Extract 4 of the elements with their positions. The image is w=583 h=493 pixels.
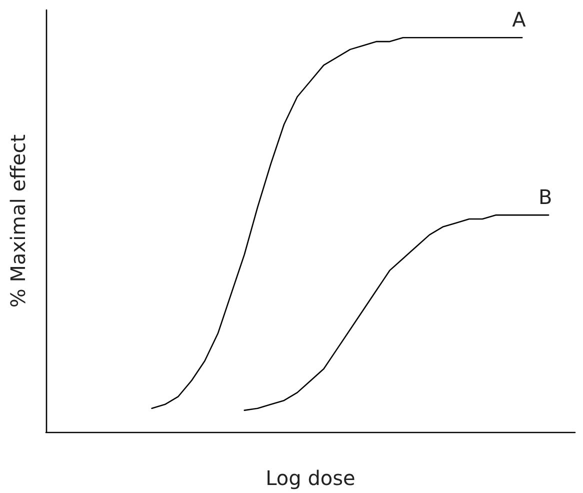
x-axis-title: Log dose: [266, 466, 356, 490]
series-label: B: [538, 185, 552, 210]
series-label: A: [512, 8, 526, 32]
y-axis-title: % Maximal effect: [6, 134, 30, 308]
